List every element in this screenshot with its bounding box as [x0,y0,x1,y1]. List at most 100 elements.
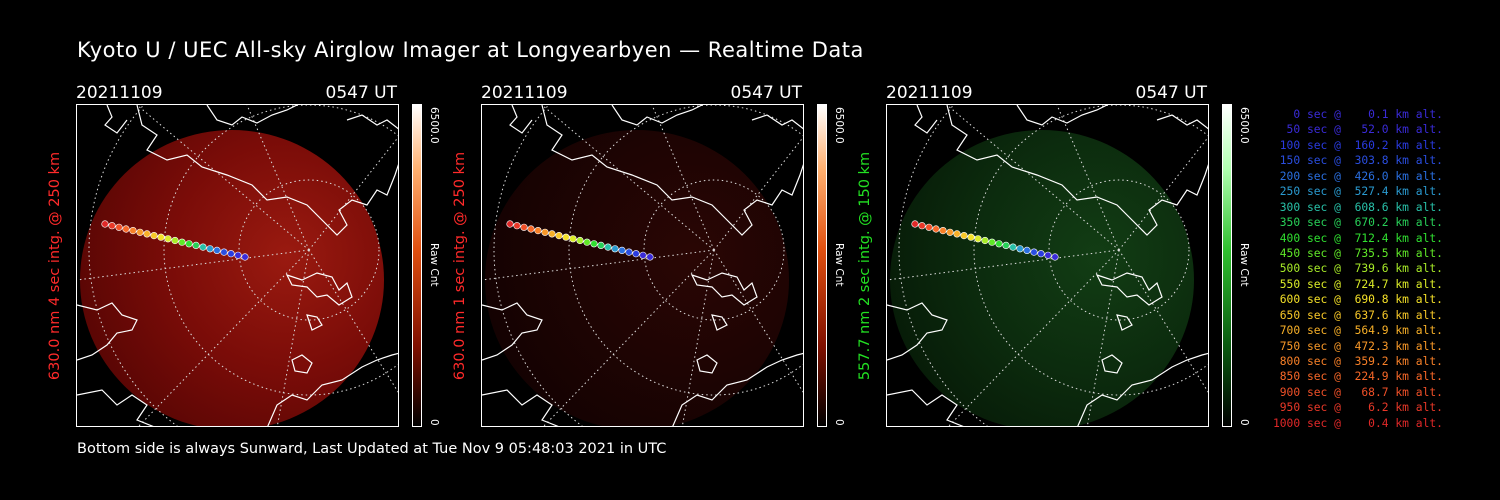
colorbar [817,104,827,427]
panel-ylabel: 630.0 nm 1 sec intg. @ 250 km [452,151,468,380]
legend-row: 200 sec @ 426.0 km alt. [1272,169,1443,183]
trajectory-point [534,226,542,235]
trajectory-point [960,232,968,240]
legend-row: 700 sec @ 564.9 km alt. [1272,324,1443,338]
trajectory-point [227,250,235,258]
trajectory-point [115,223,123,231]
allsky-image [886,104,1209,427]
trajectory-point [206,245,214,253]
trajectory-point [548,230,556,238]
panel-date: 20211109 [76,83,163,103]
legend-row: 250 sec @ 527.4 km alt. [1272,185,1443,199]
trajectory-point [199,243,207,251]
legend-row: 950 sec @ 6.2 km alt. [1272,401,1443,415]
colorbar-max: 6500.0 [1238,107,1250,144]
legend-row: 600 sec @ 690.8 km alt. [1272,293,1443,307]
imager-panel-3: 20211109 0547 UT 557.7 nm 2 sec intg. @ … [857,83,1306,433]
trajectory-point [185,240,193,248]
trajectory-point [506,220,514,228]
trajectory-point [925,223,933,231]
trajectory-point [939,226,947,235]
legend-row: 450 sec @ 735.5 km alt. [1272,246,1443,260]
legend-row: 100 sec @ 160.2 km alt. [1272,138,1443,152]
trajectory-point [178,238,186,246]
trajectory-point [520,223,528,231]
legend-row: 850 sec @ 224.9 km alt. [1272,370,1443,384]
legend-row: 650 sec @ 637.6 km alt. [1272,308,1443,322]
allsky-image [481,104,804,427]
trajectory-point [1030,248,1038,256]
trajectory-point [981,236,989,245]
trajectory-point [108,222,116,230]
colorbar-unit: Raw Cnt [1238,243,1250,287]
trajectory-point [1002,241,1010,249]
legend-row: 500 sec @ 739.6 km alt. [1272,262,1443,276]
trajectory-point [590,240,598,248]
trajectory-point [995,240,1003,248]
colorbar [412,104,422,427]
trajectory-point [241,253,249,261]
trajectory-point [513,222,521,230]
trajectory-point [562,233,570,241]
panel-ylabel-wrap: 557.7 nm 2 sec intg. @ 150 km [855,104,875,427]
trajectory-point [143,230,151,238]
trajectory-point [192,241,200,249]
trajectory-point [1023,246,1031,254]
panel-date: 20211109 [886,83,973,103]
legend-row: 550 sec @ 724.7 km alt. [1272,277,1443,291]
trajectory-point [632,250,640,258]
imager-panel-1: 20211109 0547 UT 630.0 nm 4 sec intg. @ … [47,83,496,433]
legend-row: 0 sec @ 0.1 km alt. [1272,108,1443,121]
panel-date: 20211109 [481,83,568,103]
allsky-image [76,104,399,427]
trajectory-point [569,235,577,243]
legend-row: 350 sec @ 670.2 km alt. [1272,216,1443,230]
trajectory-point [646,253,654,261]
panel-ylabel-wrap: 630.0 nm 1 sec intg. @ 250 km [450,104,470,427]
panel-ylabel: 557.7 nm 2 sec intg. @ 150 km [857,151,873,380]
colorbar [1222,104,1232,427]
panel-ylabel-wrap: 630.0 nm 4 sec intg. @ 250 km [45,104,65,427]
colorbar-min: 0 [1238,419,1250,426]
trajectory-point [918,222,926,230]
trajectory-point [611,245,619,253]
trajectory-point [171,236,179,245]
trajectory-point [157,233,165,241]
trajectory-point [604,243,612,251]
trajectory-point [1016,245,1024,253]
page-title: Kyoto U / UEC All-sky Airglow Imager at … [77,38,864,62]
trajectory-point [583,238,591,246]
trajectory-point [618,246,626,254]
footer-note: Bottom side is always Sunward, Last Upda… [77,441,667,457]
trajectory-point [597,241,605,249]
trajectory-point [220,248,228,256]
legend-row: 150 sec @ 303.8 km alt. [1272,154,1443,168]
trajectory-point [136,228,144,236]
panel-time: 0547 UT [730,83,803,103]
colorbar-min: 0 [833,419,845,426]
colorbar-unit: Raw Cnt [428,243,440,287]
trajectory-point [122,225,130,233]
colorbar-min: 0 [428,419,440,426]
legend-row: 400 sec @ 712.4 km alt. [1272,231,1443,245]
trajectory-point [1044,251,1052,259]
colorbar-max: 6500.0 [833,107,845,144]
trajectory-point [625,248,633,256]
imager-panel-2: 20211109 0547 UT 630.0 nm 1 sec intg. @ … [452,83,901,433]
panel-ylabel: 630.0 nm 4 sec intg. @ 250 km [47,151,63,380]
trajectory-point [101,220,109,228]
trajectory-point [576,236,584,245]
colorbar-unit: Raw Cnt [833,243,845,287]
trajectory-point [129,226,137,235]
trajectory-point [234,251,242,259]
panel-time: 0547 UT [1135,83,1208,103]
trajectory-point [1009,243,1017,251]
legend-row: 750 sec @ 472.3 km alt. [1272,339,1443,353]
trajectory-point [639,251,647,259]
trajectory-point [541,228,549,236]
colorbar-max: 6500.0 [428,107,440,144]
trajectory-point [953,230,961,238]
trajectory-point [213,246,221,254]
trajectory-legend: 0 sec @ 0.1 km alt. 50 sec @ 52.0 km alt… [1258,107,1443,431]
trajectory-point [974,235,982,243]
